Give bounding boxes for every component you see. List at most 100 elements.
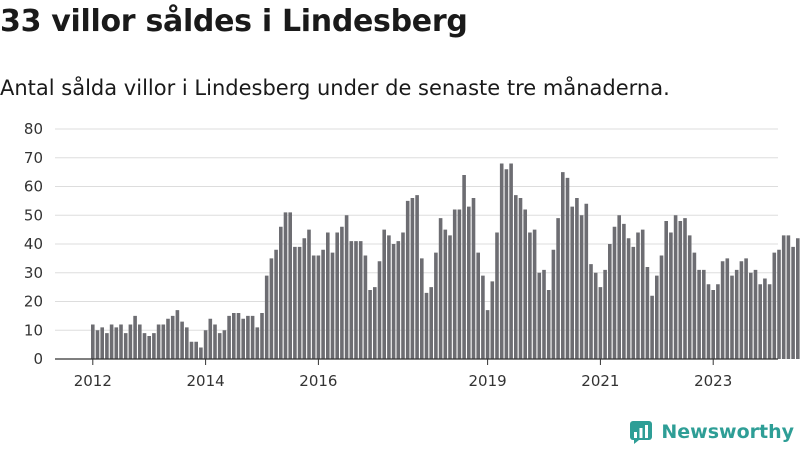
bar	[476, 252, 480, 359]
bar	[781, 235, 786, 359]
bar	[452, 209, 457, 359]
bar	[692, 252, 697, 359]
bar	[678, 221, 683, 359]
bar	[166, 318, 170, 359]
bar	[546, 290, 551, 359]
bar	[786, 235, 791, 359]
bar	[133, 315, 137, 359]
bar	[180, 321, 184, 359]
bar	[302, 238, 307, 359]
y-tick-label: 40	[24, 235, 43, 253]
bar	[344, 215, 349, 359]
bar	[518, 198, 523, 359]
bar	[156, 324, 161, 359]
bar	[758, 284, 762, 359]
bar	[316, 255, 321, 359]
bar	[725, 258, 730, 359]
bar	[232, 313, 236, 359]
x-tick-label: 2014	[187, 372, 225, 390]
y-tick-label: 80	[24, 120, 43, 138]
bar	[391, 244, 396, 359]
x-tick-label: 2019	[469, 372, 507, 390]
bar	[716, 284, 720, 359]
bars	[91, 163, 800, 359]
bar	[142, 333, 147, 359]
bar	[565, 177, 570, 359]
bar	[297, 246, 302, 359]
bar	[410, 198, 415, 359]
bar	[377, 261, 382, 359]
bar	[401, 232, 405, 359]
bar	[532, 229, 537, 359]
bar	[95, 330, 100, 359]
bar	[321, 249, 325, 359]
bar	[683, 218, 687, 359]
bar	[91, 324, 95, 359]
y-tick-label: 60	[24, 178, 43, 196]
y-tick-label: 70	[24, 149, 43, 167]
bar	[612, 226, 617, 359]
bar-chart: 0 10 20 30 40 50 60 70 80 2012 2014 2016 2019 2021 202…	[24, 120, 800, 390]
axis-ticks: 0 10 20 30 40 50 60 70 80 2012 2014 2016 2019 2021 202…	[24, 120, 778, 390]
bar	[100, 327, 104, 359]
bar	[448, 235, 452, 359]
bar	[138, 324, 142, 359]
bar	[467, 206, 471, 359]
bar	[382, 229, 386, 359]
bar	[485, 310, 490, 359]
bar	[457, 209, 462, 359]
bar	[734, 269, 739, 359]
bar	[631, 246, 636, 359]
bar	[626, 238, 631, 359]
bar	[608, 244, 612, 359]
brand-name: Newsworthy	[661, 421, 794, 443]
bar	[617, 215, 621, 359]
bar	[170, 315, 175, 359]
bar	[326, 232, 330, 359]
bar	[424, 292, 429, 359]
bar	[650, 295, 654, 359]
bar	[358, 241, 363, 359]
bar	[499, 163, 504, 359]
bar	[354, 241, 358, 359]
bar	[288, 212, 292, 359]
bar	[537, 272, 542, 359]
bar	[335, 232, 339, 359]
bar	[603, 269, 607, 359]
bar	[434, 252, 438, 359]
bar	[730, 275, 734, 359]
bar	[584, 203, 589, 359]
bar	[443, 229, 448, 359]
bar	[669, 232, 673, 359]
x-tick-label: 2016	[299, 372, 337, 390]
bar	[349, 241, 354, 359]
bar	[598, 287, 603, 359]
bar	[340, 226, 344, 359]
bar	[109, 324, 114, 359]
bar	[189, 341, 194, 359]
bar	[264, 275, 269, 359]
bar	[217, 333, 222, 359]
bar	[664, 221, 668, 359]
bar	[697, 269, 701, 359]
x-tick-label: 2012	[74, 372, 112, 390]
bar	[763, 278, 767, 359]
bar	[753, 269, 758, 359]
bar	[114, 327, 119, 359]
bar	[490, 281, 495, 359]
bar	[561, 172, 565, 359]
bar	[744, 258, 748, 359]
bar	[269, 258, 274, 359]
bar	[542, 269, 546, 359]
bar	[185, 327, 189, 359]
bar	[481, 275, 485, 359]
bar	[363, 255, 368, 359]
newsworthy-logo-icon	[630, 421, 653, 444]
bar	[462, 175, 466, 359]
bar	[420, 258, 424, 359]
bar	[152, 333, 156, 359]
bar	[279, 226, 283, 359]
bar	[311, 255, 316, 359]
bar	[208, 318, 213, 359]
bar	[702, 269, 706, 359]
